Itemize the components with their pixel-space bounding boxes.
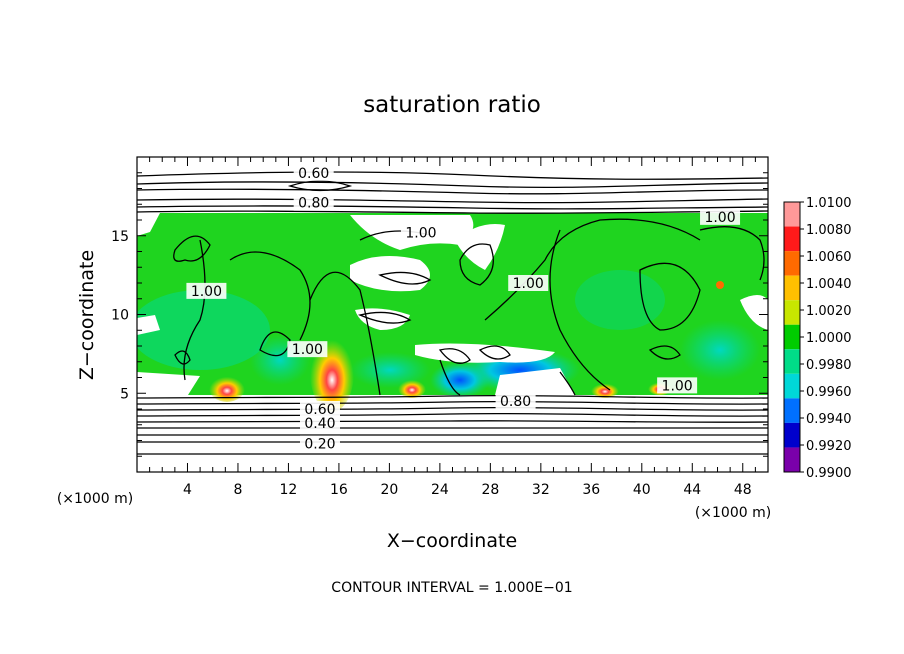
field-supersat-spot xyxy=(591,382,619,398)
contour-label: 0.80 xyxy=(500,394,531,410)
contour-label: 0.40 xyxy=(304,416,335,432)
colorbar-segment xyxy=(784,349,800,374)
colorbar-segment xyxy=(784,373,800,399)
x-tick-label: 24 xyxy=(431,482,449,498)
field-white-pocket xyxy=(495,368,575,395)
colorbar-tick-label: 0.9940 xyxy=(806,412,852,427)
contour-label-bg xyxy=(299,435,340,452)
colorbar-tick-label: 0.9920 xyxy=(806,439,852,454)
y-unit-label: (×1000 m) xyxy=(57,491,133,507)
field-dry-patch xyxy=(575,270,665,330)
x-tick-label: 48 xyxy=(734,482,752,498)
contour-interval-note: CONTOUR INTERVAL = 1.000E−01 xyxy=(331,580,572,596)
chart-title: saturation ratio xyxy=(363,92,541,118)
colorbar-tick-label: 1.0060 xyxy=(806,250,852,265)
field-white-pocket xyxy=(137,213,160,236)
x-tick-label: 36 xyxy=(582,482,600,498)
x-tick-label: 32 xyxy=(532,482,550,498)
x-tick-label: 40 xyxy=(633,482,651,498)
colorbar-segment xyxy=(784,447,800,472)
colorbar-segment xyxy=(784,251,800,276)
colorbar-tick-label: 0.9960 xyxy=(806,385,852,400)
y-axis-label: Z−coordinate xyxy=(76,250,98,380)
y-tick-label: 10 xyxy=(111,308,129,324)
contour-label-bg xyxy=(495,393,536,410)
field-supersat-spot xyxy=(716,281,724,289)
contour-label: 1.00 xyxy=(704,210,735,226)
colorbar-tick-label: 1.0000 xyxy=(806,331,852,346)
colorbar-tick-label: 1.0020 xyxy=(806,304,852,319)
contour-label-bg xyxy=(400,224,441,241)
contour-label-bg xyxy=(293,194,334,211)
contour-label: 1.00 xyxy=(191,284,222,300)
contour-label-bg xyxy=(508,275,549,291)
x-unit-label: (×1000 m) xyxy=(695,505,771,521)
colorbar-segment xyxy=(784,300,800,325)
x-axis-label: X−coordinate xyxy=(387,530,517,552)
y-tick-label: 5 xyxy=(120,386,129,402)
colorbar-segment xyxy=(784,324,800,350)
contour-label-bg xyxy=(299,415,340,432)
field-supersat-spot xyxy=(209,374,245,402)
field-dry-patch xyxy=(680,320,760,380)
contour-label: 1.00 xyxy=(662,378,693,394)
contour-labels: 0.600.400.200.600.801.001.001.001.001.00… xyxy=(186,164,741,453)
contour-label: 1.00 xyxy=(513,276,544,292)
colorbar-tick-label: 0.9900 xyxy=(806,466,852,481)
x-axis-ticks: 4 8 12 16 20 24 28 32 36 40 44 48 xyxy=(149,157,756,498)
colorbar-tick-label: 1.0100 xyxy=(806,196,852,211)
contour-label-bg xyxy=(287,341,328,358)
contour-label-bg xyxy=(700,208,741,225)
colorbar-segment xyxy=(784,275,800,301)
field-supersat-spot xyxy=(398,378,426,398)
field-dry-patch xyxy=(430,362,490,398)
field-white-pocket xyxy=(137,315,160,335)
x-tick-label: 16 xyxy=(330,482,348,498)
colorbar-segment xyxy=(784,398,800,423)
x-tick-label: 20 xyxy=(380,482,398,498)
y-tick-label: 15 xyxy=(111,229,129,245)
x-tick-label: 8 xyxy=(233,482,242,498)
contour-label: 0.80 xyxy=(298,196,329,212)
contour-label-bg xyxy=(186,282,227,299)
x-tick-label: 12 xyxy=(280,482,298,498)
colorbar-segment xyxy=(784,422,800,448)
colorbar-segment xyxy=(784,226,800,252)
contour-label-bg xyxy=(657,377,698,394)
x-tick-label: 4 xyxy=(183,482,192,498)
y-axis-ticks: 5 10 15 xyxy=(111,172,768,457)
contour-lines xyxy=(137,171,768,455)
x-tick-label: 44 xyxy=(683,482,701,498)
contour-label-bg xyxy=(299,401,340,417)
colorbar-tick-label: 1.0040 xyxy=(806,277,852,292)
contour-label-bg xyxy=(293,164,334,181)
contour-label: 0.20 xyxy=(304,437,335,453)
contour-label: 0.60 xyxy=(304,402,335,418)
colorbar: 1.0100 1.0080 1.0060 1.0040 1.0020 1.0000 0.99… xyxy=(783,196,852,481)
field-white-pocket xyxy=(455,224,505,270)
field-dry-patch xyxy=(137,290,270,370)
contour-label: 1.00 xyxy=(405,226,436,242)
x-tick-label: 28 xyxy=(481,482,499,498)
contour-label: 0.60 xyxy=(298,166,329,182)
colorbar-tick-label: 1.0080 xyxy=(806,223,852,238)
contour-label: 1.00 xyxy=(292,342,323,358)
colorbar-tick-label: 0.9980 xyxy=(806,358,852,373)
field-white-pocket xyxy=(740,295,768,330)
colorbar-segment xyxy=(784,202,800,227)
